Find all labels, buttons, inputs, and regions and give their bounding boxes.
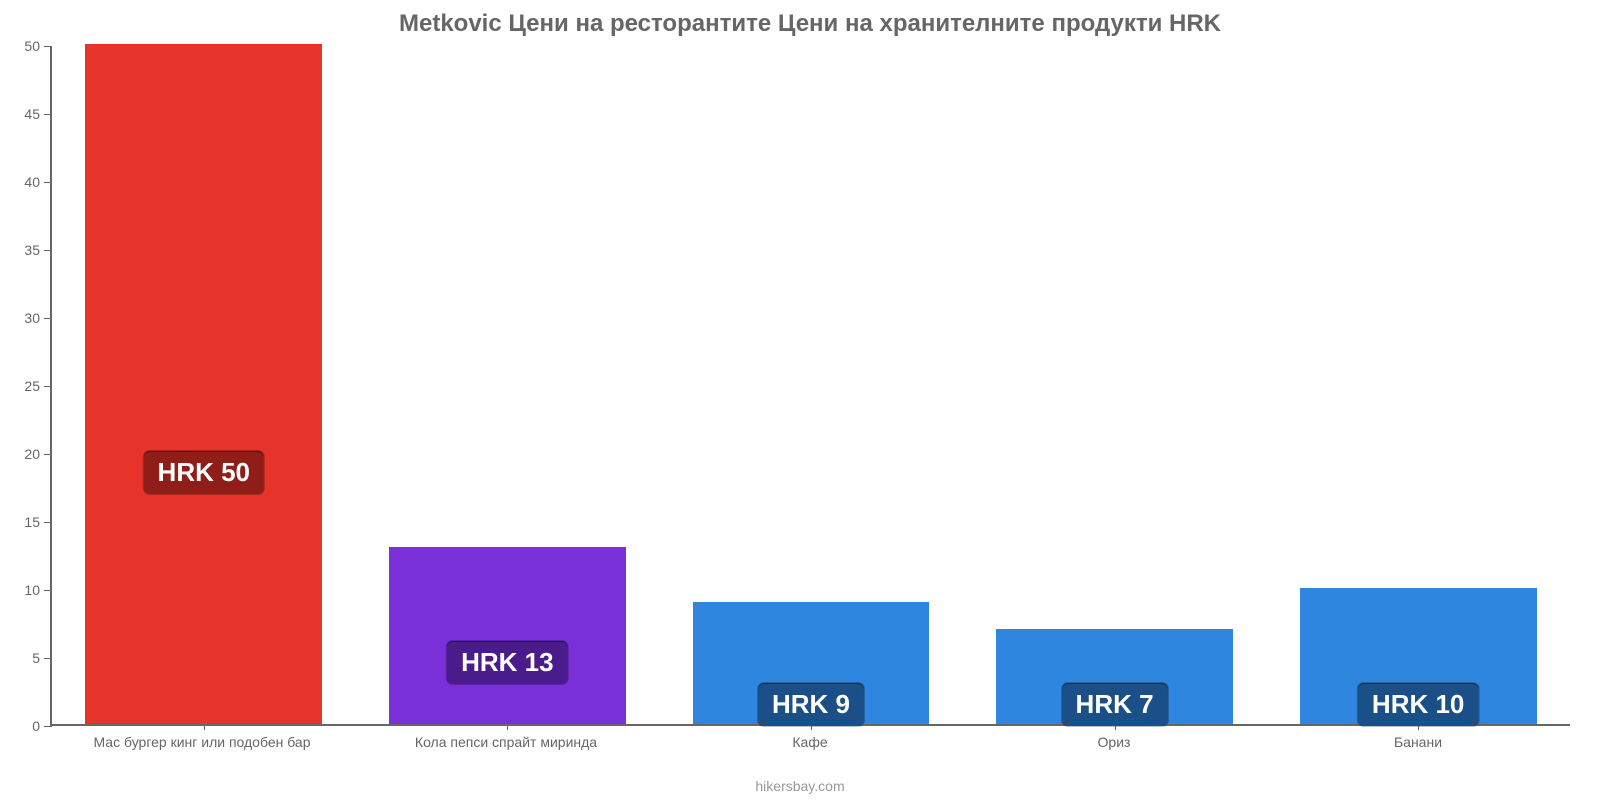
x-axis-label: Кола пепси спрайт миринда [354,728,658,750]
y-tick-label: 10 [24,582,40,598]
y-tick-label: 30 [24,310,40,326]
x-axis-label: Мас бургер кинг или подобен бар [50,728,354,750]
y-tick [44,46,52,47]
plot-area: HRK 50HRK 13HRK 9HRK 7HRK 10 05101520253… [50,46,1570,726]
chart-container: Metkovic Цени на ресторантите Цени на хр… [0,0,1600,800]
bar-slot: HRK 10 [1266,46,1570,724]
bar: HRK 7 [996,629,1233,724]
bar-slot: HRK 7 [963,46,1267,724]
x-axis-labels: Мас бургер кинг или подобен барКола пепс… [50,728,1570,750]
bar: HRK 50 [85,44,322,724]
y-tick [44,318,52,319]
y-tick [44,658,52,659]
y-tick [44,590,52,591]
y-tick [44,114,52,115]
y-tick-label: 50 [24,38,40,54]
bar-slot: HRK 9 [659,46,963,724]
y-tick-label: 15 [24,514,40,530]
y-tick-label: 45 [24,106,40,122]
value-badge: HRK 50 [144,451,264,494]
y-tick [44,386,52,387]
x-axis-label: Банани [1266,728,1570,750]
y-tick [44,250,52,251]
y-tick [44,726,52,727]
y-tick [44,522,52,523]
bar: HRK 9 [693,602,930,724]
value-badge: HRK 13 [447,641,567,684]
y-tick-label: 40 [24,174,40,190]
y-tick [44,454,52,455]
bar-slot: HRK 50 [52,46,356,724]
attribution-text: hikersbay.com [0,778,1600,794]
bars-row: HRK 50 HRK 13 HRK 9 HRK 7 HRK 10 [52,46,1570,724]
chart-title: Metkovic Цени на ресторантите Цени на хр… [50,10,1570,38]
x-axis-label: Кафе [658,728,962,750]
y-tick [44,182,52,183]
y-tick-label: 20 [24,446,40,462]
value-badge: HRK 9 [758,683,864,726]
value-badge: HRK 10 [1358,683,1478,726]
x-axis-label: Ориз [962,728,1266,750]
y-tick-label: 0 [32,718,40,734]
value-badge: HRK 7 [1062,683,1168,726]
bar: HRK 10 [1300,588,1537,724]
bar-slot: HRK 13 [356,46,660,724]
y-tick-label: 5 [32,650,40,666]
y-tick-label: 35 [24,242,40,258]
y-tick-label: 25 [24,378,40,394]
bar: HRK 13 [389,547,626,724]
